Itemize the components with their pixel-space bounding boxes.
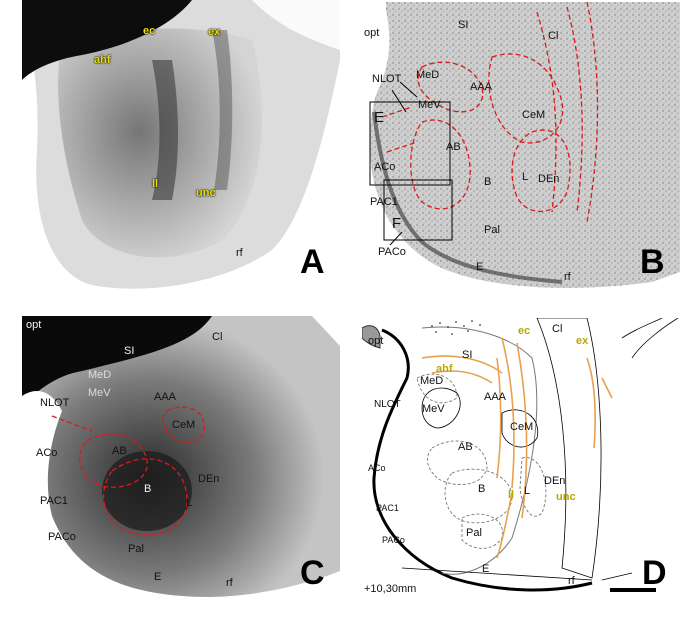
label-nlot: NLOT bbox=[40, 397, 70, 409]
panel-c-tissue bbox=[22, 316, 340, 610]
label-pac1: PAC1 bbox=[376, 503, 399, 513]
label-ex: ex bbox=[576, 335, 589, 347]
label-opt: opt bbox=[368, 335, 384, 347]
scale-bar bbox=[610, 588, 656, 592]
panel-letter-b: B bbox=[640, 243, 665, 281]
label-mev: MeV bbox=[418, 99, 441, 111]
label-cem: CeM bbox=[172, 419, 196, 431]
label-pal: Pal bbox=[128, 543, 144, 555]
label-aco: ACo bbox=[368, 463, 386, 473]
panel-a-tissue bbox=[22, 0, 340, 289]
label-pal: Pal bbox=[466, 527, 482, 539]
label-aco: ACo bbox=[36, 447, 58, 459]
label-b: B bbox=[478, 483, 486, 495]
label-paco: PACo bbox=[48, 531, 76, 543]
label-nlot: NLOT bbox=[372, 73, 402, 85]
label-cem: CeM bbox=[522, 109, 546, 121]
label-unc: unc bbox=[556, 491, 576, 503]
label-paco: PACo bbox=[378, 246, 406, 258]
label-e: E bbox=[482, 563, 490, 575]
panel-b-micrograph: opt SI Cl NLOT MeD MeV AAA CeM E AB ACo … bbox=[362, 2, 680, 300]
label-aaa: AAA bbox=[154, 391, 177, 403]
label-ll: ll bbox=[508, 489, 515, 501]
label-unc: unc bbox=[196, 187, 216, 199]
label-ahf: ahf bbox=[94, 54, 111, 66]
label-pac1: PAC1 bbox=[40, 495, 68, 507]
label-med: MeD bbox=[420, 375, 444, 387]
label-b: B bbox=[144, 483, 152, 495]
label-ahf: ahf bbox=[436, 363, 453, 375]
label-aaa: AAA bbox=[470, 81, 493, 93]
label-aaa: AAA bbox=[484, 391, 507, 403]
label-mev: MeV bbox=[88, 387, 111, 399]
label-si: SI bbox=[458, 19, 469, 31]
label-paco: PACo bbox=[382, 535, 405, 545]
panel-a-micrograph: ec ex ahf ll unc rf A bbox=[22, 0, 340, 300]
label-l: L bbox=[524, 485, 531, 497]
label-e: E bbox=[154, 571, 162, 583]
label-coordinate: +10,30mm bbox=[364, 583, 417, 595]
label-ec: ec bbox=[143, 25, 156, 37]
label-b: B bbox=[484, 176, 492, 188]
label-ab: AB bbox=[446, 141, 461, 153]
label-rf: rf bbox=[226, 577, 233, 589]
panel-letter-a: A bbox=[300, 243, 325, 281]
label-mev: MeV bbox=[422, 403, 445, 415]
label-opt: opt bbox=[364, 27, 380, 39]
label-cem: CeM bbox=[510, 421, 534, 433]
panel-d-atlas-drawing: opt ec Cl ex SI ahf MeD NLOT MeV AAA CeM… bbox=[362, 318, 680, 610]
label-den: DEn bbox=[198, 473, 220, 485]
label-rf: rf bbox=[568, 575, 575, 587]
label-opt: opt bbox=[26, 319, 42, 331]
label-cl: Cl bbox=[552, 323, 563, 335]
label-nlot: NLOT bbox=[374, 399, 401, 410]
label-cl: Cl bbox=[212, 331, 223, 343]
label-pac1: PAC1 bbox=[370, 196, 398, 208]
label-den: DEn bbox=[544, 475, 566, 487]
label-e: E bbox=[476, 261, 484, 273]
panel-letter-c: C bbox=[300, 554, 325, 592]
label-rf: rf bbox=[236, 247, 243, 259]
label-box-e: E bbox=[374, 109, 385, 126]
label-den: DEn bbox=[538, 173, 560, 185]
label-rf: rf bbox=[564, 271, 571, 283]
label-pal: Pal bbox=[484, 224, 500, 236]
label-ab: AB bbox=[112, 445, 127, 457]
label-ec: ec bbox=[518, 325, 531, 337]
panel-c-micrograph: opt SI Cl MeD NLOT MeV AAA CeM AB ACo DE… bbox=[22, 316, 340, 610]
label-ll: ll bbox=[152, 178, 159, 190]
panel-b-tissue bbox=[362, 2, 680, 300]
label-l: L bbox=[522, 171, 529, 183]
label-si: SI bbox=[124, 345, 135, 357]
panel-letter-d: D bbox=[642, 554, 667, 592]
label-ex: ex bbox=[208, 26, 221, 38]
label-med: MeD bbox=[88, 369, 112, 381]
label-box-f: F bbox=[392, 215, 402, 232]
panel-d-schematic bbox=[362, 318, 679, 592]
label-cl: Cl bbox=[548, 30, 559, 42]
label-aco: ACo bbox=[374, 161, 396, 173]
label-ab: AB bbox=[458, 441, 473, 453]
label-si: SI bbox=[462, 349, 473, 361]
label-med: MeD bbox=[416, 69, 440, 81]
label-l: L bbox=[186, 497, 193, 509]
